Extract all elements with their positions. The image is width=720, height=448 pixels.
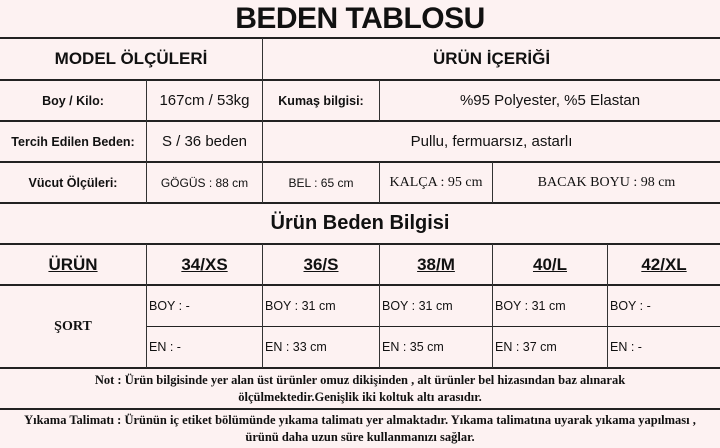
size-info-heading: Ürün Beden Bilgisi [270,212,450,234]
divider [0,284,720,286]
kumas-value: %95 Polyester, %5 Elastan [459,92,641,109]
boy-cell: BOY : - [610,299,651,313]
divider [379,162,380,203]
header-38m: 38/M [417,254,455,274]
divider [0,79,720,81]
en-cell: EN : - [149,340,181,354]
divider [492,162,493,203]
boy-cell: BOY : 31 cm [495,299,566,313]
divider [262,244,263,368]
model-heading: MODEL ÖLÇÜLERİ [54,49,208,68]
divider [146,326,720,327]
header-36s: 36/S [303,254,339,274]
boy-kilo-label: Boy / Kilo: [42,93,104,108]
header-urun: ÜRÜN [48,254,98,274]
beden-label: Tercih Edilen Beden: [11,134,135,149]
divider [0,37,720,39]
divider [379,80,380,121]
boy-cell: BOY : 31 cm [265,299,336,313]
divider [607,244,608,368]
gogus-value: GÖGÜS : 88 cm [160,175,249,190]
measurement-note: Not : Ürün bilgisinde yer alan üst ürünl… [94,372,626,404]
en-cell: EN : 33 cm [265,340,327,354]
divider [0,120,720,122]
boy-cell: BOY : - [149,299,190,313]
divider [379,244,380,368]
product-features: Pullu, fermuarsız, astarlı [410,133,573,150]
divider [0,408,720,410]
product-name: ŞORT [54,318,92,334]
en-cell: EN : 37 cm [495,340,557,354]
washing-instructions: Yıkama Talimatı : Ürünün iç etiket bölüm… [24,413,696,444]
boy-cell: BOY : 31 cm [382,299,453,313]
bel-value: BEL : 65 cm [288,175,354,190]
header-42xl: 42/XL [641,254,687,274]
divider [492,244,493,368]
en-cell: EN : - [610,340,642,354]
divider [0,202,720,204]
kumas-label: Kumaş bilgisi: [278,93,364,108]
page-title: BEDEN TABLOSU [235,2,485,35]
kalca-value: KALÇA : 95 cm [389,174,483,190]
divider [0,367,720,369]
en-cell: EN : 35 cm [382,340,444,354]
boy-kilo-value: 167cm / 53kg [159,92,250,109]
divider [146,244,147,368]
beden-value: S / 36 beden [161,133,248,150]
bacak-value: BACAK BOYU : 98 cm [537,174,676,190]
vucut-label: Vücut Ölçüleri: [28,175,118,190]
divider [0,243,720,245]
header-40l: 40/L [532,254,568,274]
divider [262,38,263,203]
divider [146,80,147,203]
divider [0,161,720,163]
product-heading: ÜRÜN İÇERİĞİ [432,49,551,68]
header-34xs: 34/XS [181,254,228,274]
